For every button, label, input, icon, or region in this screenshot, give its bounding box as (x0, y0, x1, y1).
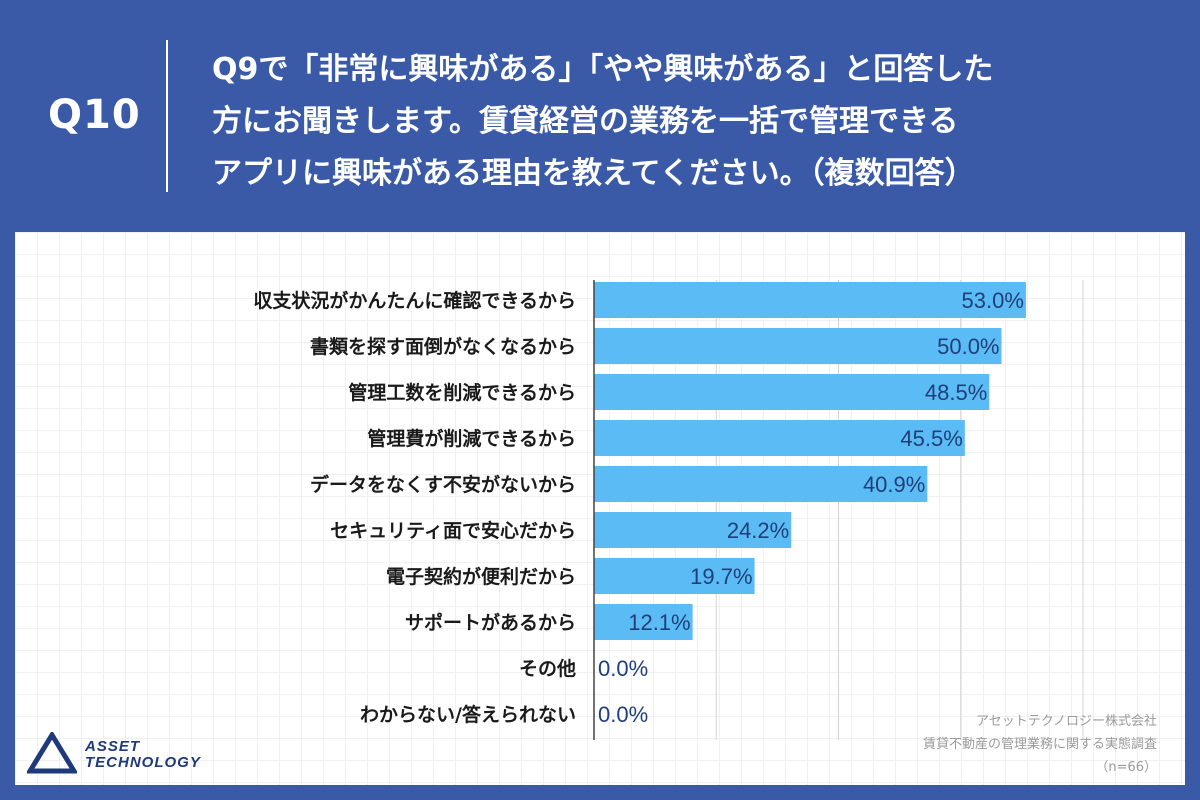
category-label: 管理費が削減できるから (367, 427, 576, 450)
category-label: サポートがあるから (405, 611, 576, 634)
category-label: 電子契約が便利だから (386, 565, 576, 588)
bar (594, 512, 792, 548)
bar (594, 282, 1026, 318)
value-label: 45.5% (900, 426, 962, 451)
bar (594, 466, 928, 502)
source-survey: 賃貸不動産の管理業務に関する実態調査 (922, 737, 1157, 752)
value-label: 50.0% (937, 334, 999, 359)
category-label: 管理工数を削減できるから (348, 381, 576, 404)
logo-triangle-icon (27, 732, 77, 774)
bar (594, 328, 1002, 364)
value-label: 53.0% (962, 288, 1024, 313)
value-label: 40.9% (863, 472, 925, 497)
bar (594, 420, 965, 456)
chart-panel: 収支状況がかんたんに確認できるから 53.0% 書類を探す面倒がなくなるから 50.0… (15, 232, 1185, 785)
value-label: 0.0% (598, 702, 648, 727)
category-label: 書類を探す面倒がなくなるから (310, 335, 576, 358)
source-sample-size: （n=66） (1095, 760, 1157, 775)
logo-text-technology: TECHNOLOGY (85, 754, 201, 771)
question-line: アプリに興味がある理由を教えてください。（複数回答） (212, 156, 975, 191)
category-label: セキュリティ面で安心だから (330, 519, 576, 542)
category-label: その他 (519, 657, 576, 680)
question-number: Q10 (48, 92, 141, 138)
header-divider (166, 40, 168, 192)
value-label: 24.2% (727, 518, 789, 543)
question-line: 方にお聞きします。賃貸経営の業務を一括で管理できる (212, 104, 959, 139)
category-label: わからない/答えられない (360, 703, 576, 726)
value-label: 12.1% (628, 610, 690, 635)
value-label: 0.0% (598, 656, 648, 681)
value-label: 19.7% (690, 564, 752, 589)
source-note: アセットテクノロジー株式会社 賃貸不動産の管理業務に関する実態調査 （n=66） (923, 710, 1157, 779)
value-label: 48.5% (925, 380, 987, 405)
bar (594, 558, 755, 594)
header: Q10 Q9で「非常に興味がある」「やや興味がある」と回答した 方にお聞きします… (0, 0, 1200, 232)
source-company: アセットテクノロジー株式会社 (976, 714, 1157, 729)
category-label: データをなくす不安がないから (310, 473, 576, 496)
company-logo: ASSET TECHNOLOGY (27, 732, 227, 776)
bar (594, 604, 693, 640)
question-line: Q9で「非常に興味がある」「やや興味がある」と回答した (212, 52, 994, 87)
logo-text-asset: ASSET (85, 738, 141, 755)
bar (594, 374, 990, 410)
bar-chart: 収支状況がかんたんに確認できるから 53.0% 書類を探す面倒がなくなるから 50.0… (253, 280, 1084, 740)
question-text: Q9で「非常に興味がある」「やや興味がある」と回答した 方にお聞きします。賃貸経… (212, 44, 1172, 200)
category-label: 収支状況がかんたんに確認できるから (253, 289, 576, 312)
